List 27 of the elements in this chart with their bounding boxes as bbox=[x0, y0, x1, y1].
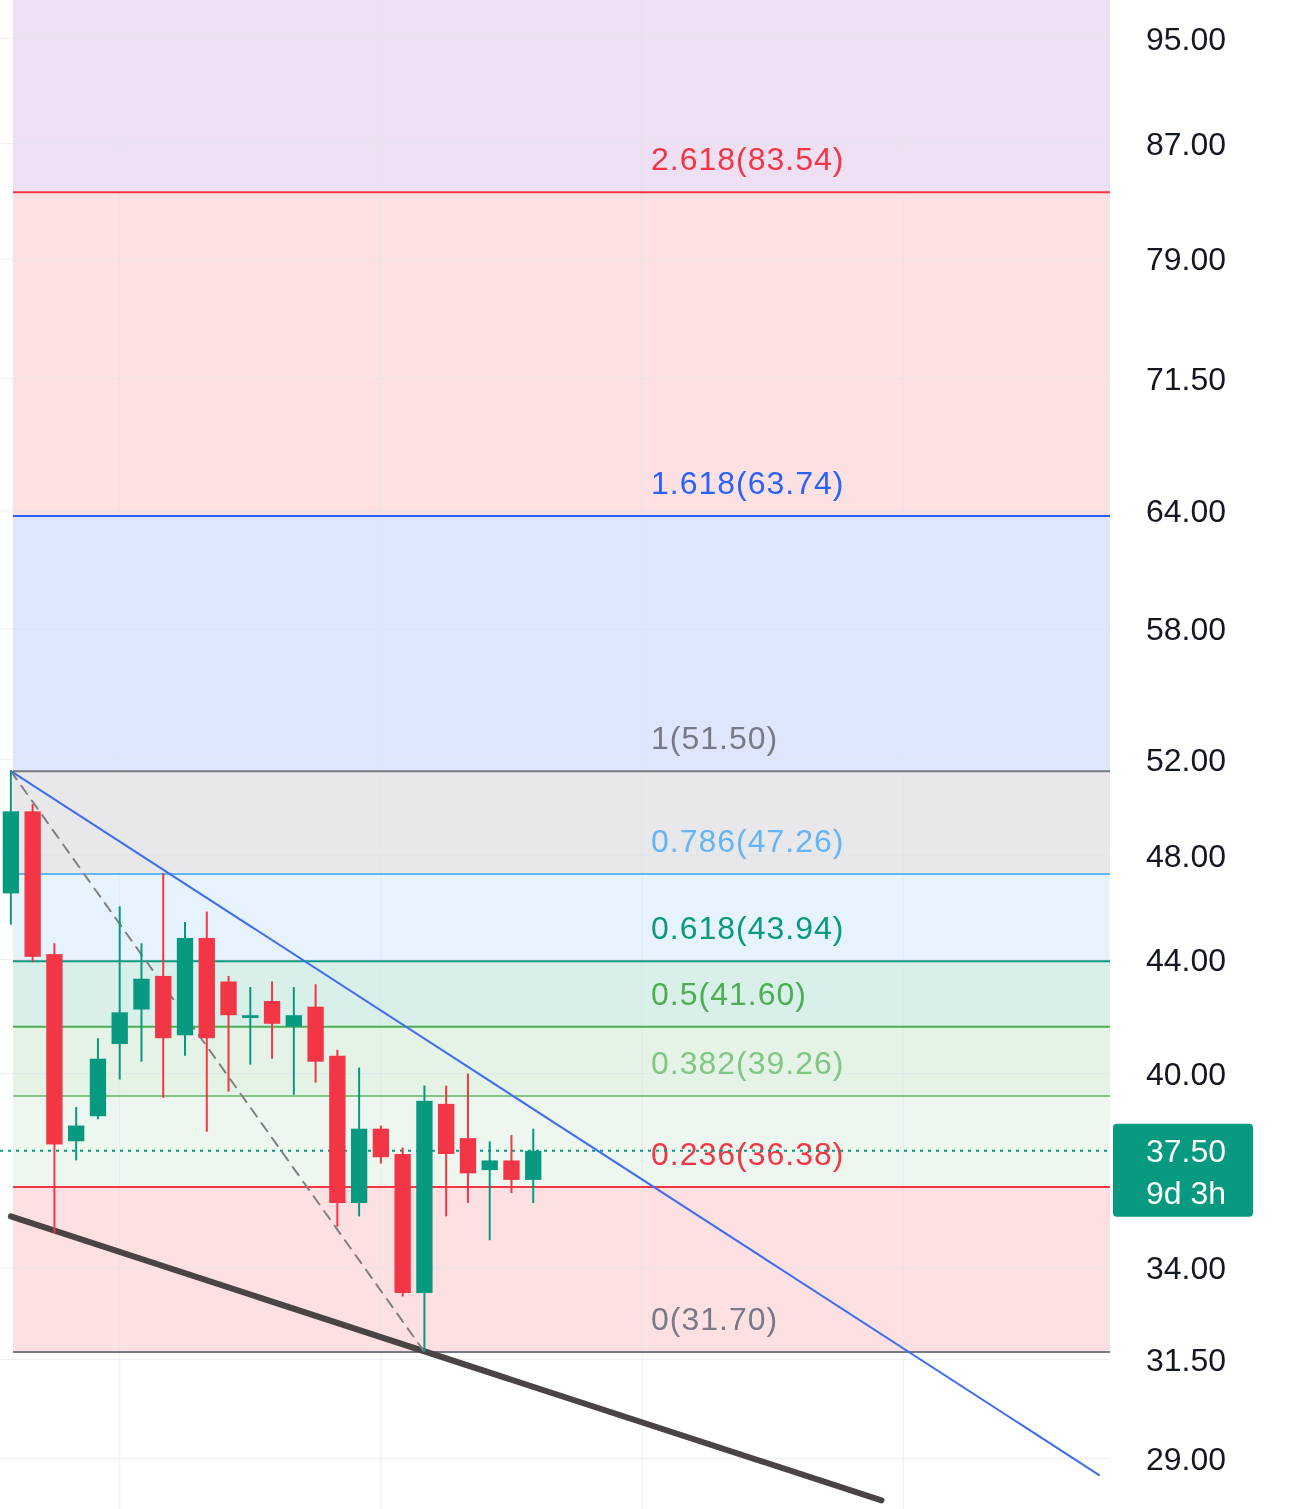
candlestick bbox=[263, 980, 281, 1060]
y-tick-label: 44.00 bbox=[1145, 941, 1227, 978]
y-tick-label: 95.00 bbox=[1145, 20, 1227, 57]
ref-line-label: 2.618(83.54) bbox=[651, 141, 845, 178]
y-tick-label: 52.00 bbox=[1145, 741, 1227, 778]
ref-line-label: 37.50 bbox=[1145, 1133, 1227, 1170]
ref-line-label: 1.618(63.74) bbox=[651, 464, 845, 501]
y-tick-label: 34.00 bbox=[1145, 1250, 1227, 1287]
ref-line-label: 0.5(41.60) bbox=[651, 975, 807, 1012]
y-tick-label: 29.00 bbox=[1145, 1440, 1227, 1477]
ref-line-label: 0.786(47.26) bbox=[651, 822, 845, 859]
ref-line-label: 0.236(36.38) bbox=[651, 1136, 845, 1173]
y-tick-label: 71.50 bbox=[1145, 360, 1227, 397]
y-tick-label: 58.00 bbox=[1145, 611, 1227, 648]
y-tick-label: 40.00 bbox=[1145, 1055, 1227, 1092]
ref-line-label: 0.382(39.26) bbox=[651, 1044, 845, 1081]
candlestick bbox=[285, 986, 302, 1096]
text: 9d 3h bbox=[1145, 1175, 1227, 1212]
ref-line-label: 1(51.50) bbox=[651, 720, 779, 757]
y-tick-label: 87.00 bbox=[1145, 125, 1227, 162]
ref-line-label: 0.618(43.94) bbox=[651, 910, 845, 947]
y-tick-label: 64.00 bbox=[1145, 493, 1227, 530]
y-tick-label: 79.00 bbox=[1145, 241, 1227, 278]
y-tick-label: 48.00 bbox=[1145, 837, 1227, 874]
y-tick-label: 31.50 bbox=[1145, 1341, 1227, 1378]
ref-line-label: 0(31.70) bbox=[651, 1300, 779, 1337]
candlestick bbox=[242, 986, 259, 1066]
